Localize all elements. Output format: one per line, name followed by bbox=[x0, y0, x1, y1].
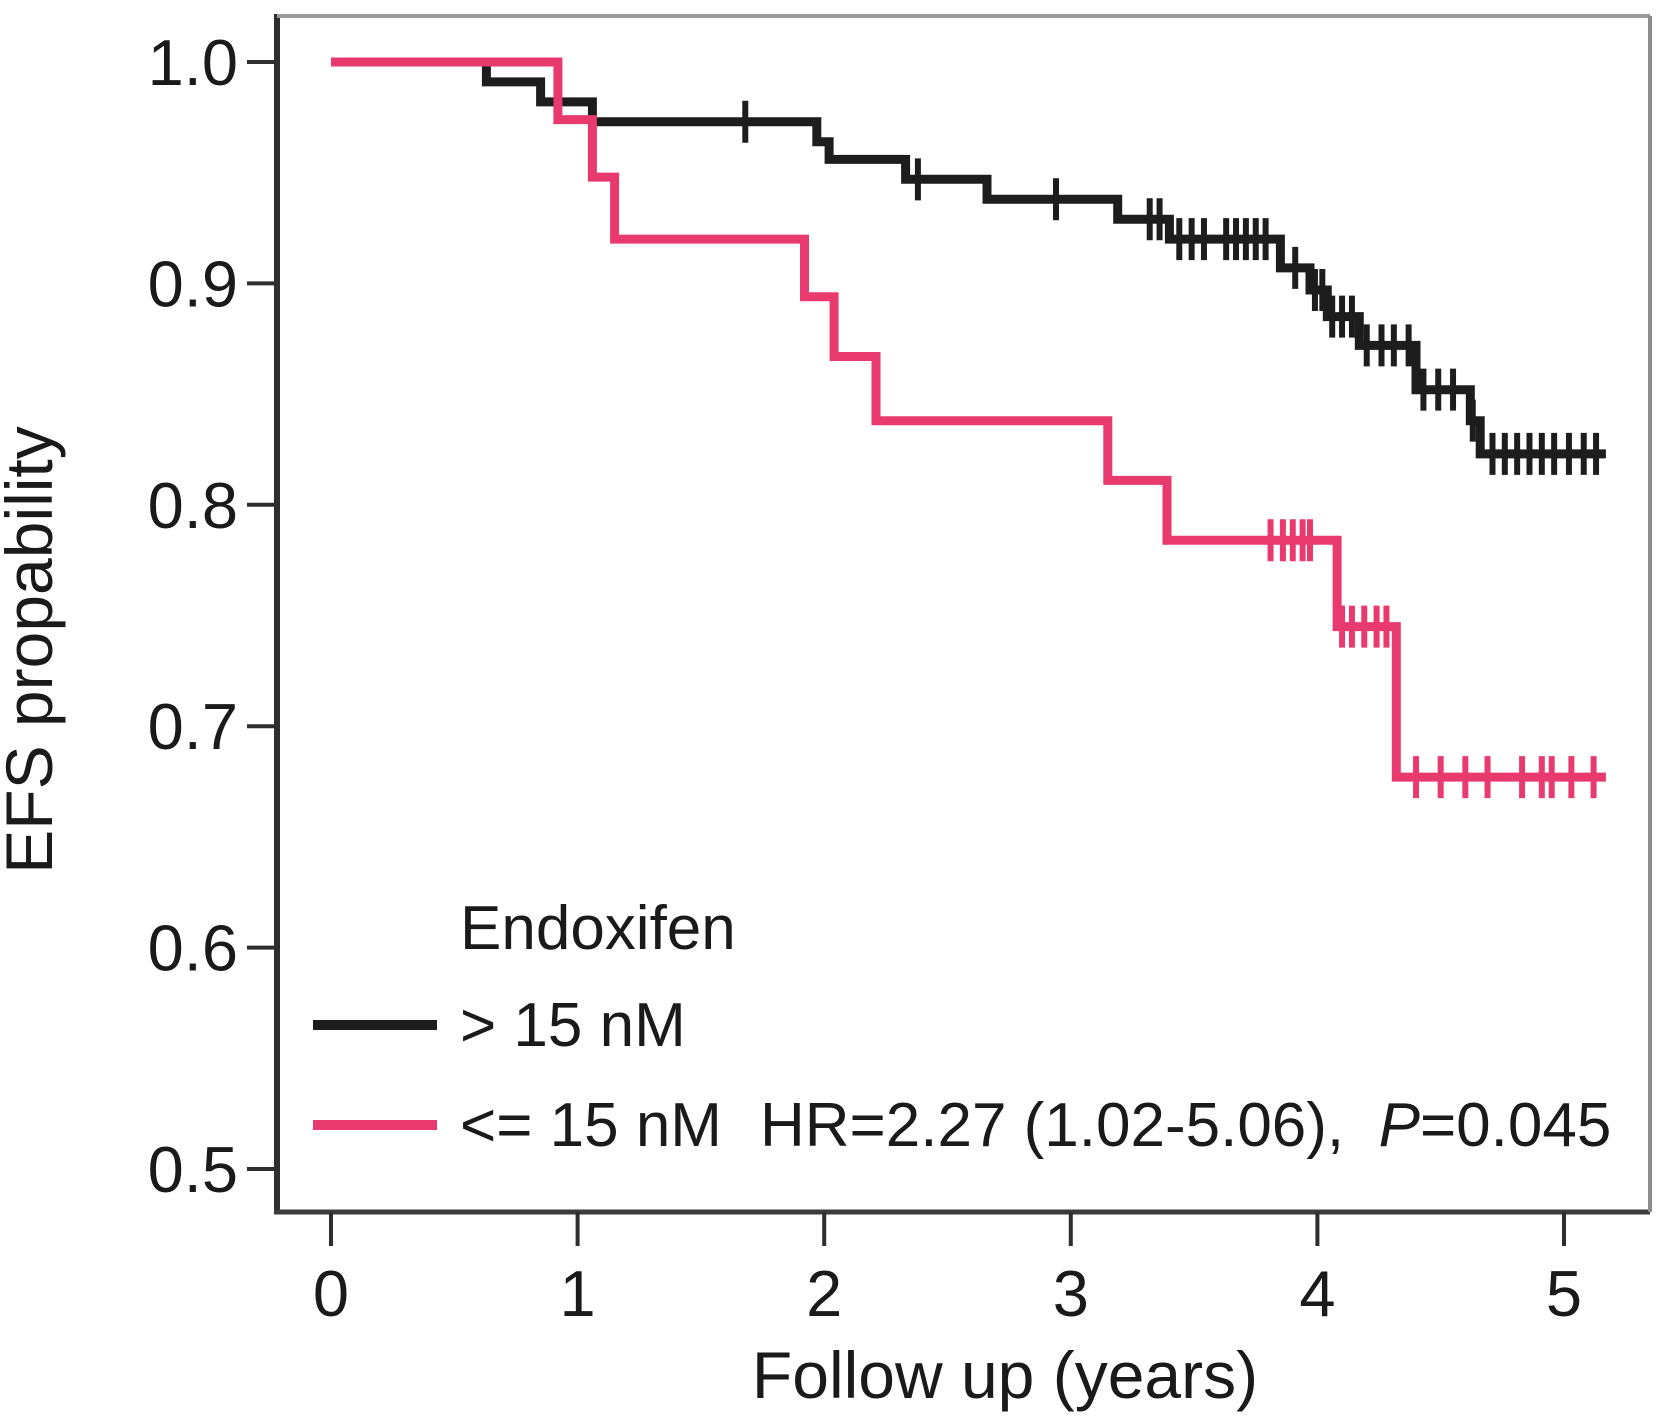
y-axis-title: EFS propability bbox=[0, 426, 66, 874]
series-le-15nM bbox=[331, 57, 1606, 799]
x-tick-label: 2 bbox=[806, 1257, 842, 1330]
p-symbol: P bbox=[1379, 1091, 1420, 1160]
survival-curves bbox=[331, 57, 1606, 799]
legend-hr-annotation: HR=2.27 (1.02-5.06), P=0.045 bbox=[760, 1091, 1611, 1160]
x-tick-label: 4 bbox=[1299, 1257, 1335, 1330]
legend-label-le-15nM: <= 15 nM bbox=[460, 1091, 722, 1160]
x-tick-label: 5 bbox=[1546, 1257, 1582, 1330]
axes-ticks: 1.0 0.9 0.8 0.7 0.6 0.5 0 1 2 3 4 5 bbox=[148, 26, 1582, 1330]
y-tick-label: 1.0 bbox=[148, 26, 238, 99]
y-tick-label: 0.8 bbox=[148, 469, 238, 542]
legend-title: Endoxifen bbox=[460, 894, 736, 963]
series-gt-15nM bbox=[331, 57, 1606, 475]
plot-frame bbox=[274, 14, 1652, 1215]
y-tick-label: 0.5 bbox=[148, 1133, 238, 1206]
legend-label-gt-15nM: > 15 nM bbox=[460, 991, 686, 1060]
p-value: =0.045 bbox=[1420, 1091, 1611, 1160]
y-tick-label: 0.7 bbox=[148, 690, 238, 763]
x-tick-label: 1 bbox=[560, 1257, 596, 1330]
y-tick-label: 0.6 bbox=[148, 912, 238, 985]
hr-text: HR=2.27 (1.02-5.06), bbox=[760, 1091, 1379, 1160]
km-curve-gt-15nM bbox=[331, 57, 1606, 459]
x-axis-title: Follow up (years) bbox=[752, 1338, 1258, 1412]
x-tick-label: 0 bbox=[313, 1257, 349, 1330]
legend: Endoxifen > 15 nM <= 15 nM HR=2.27 (1.02… bbox=[313, 894, 1611, 1160]
km-curve-le-15nM bbox=[331, 57, 1606, 782]
x-tick-label: 3 bbox=[1053, 1257, 1089, 1330]
y-tick-label: 0.9 bbox=[148, 247, 238, 320]
